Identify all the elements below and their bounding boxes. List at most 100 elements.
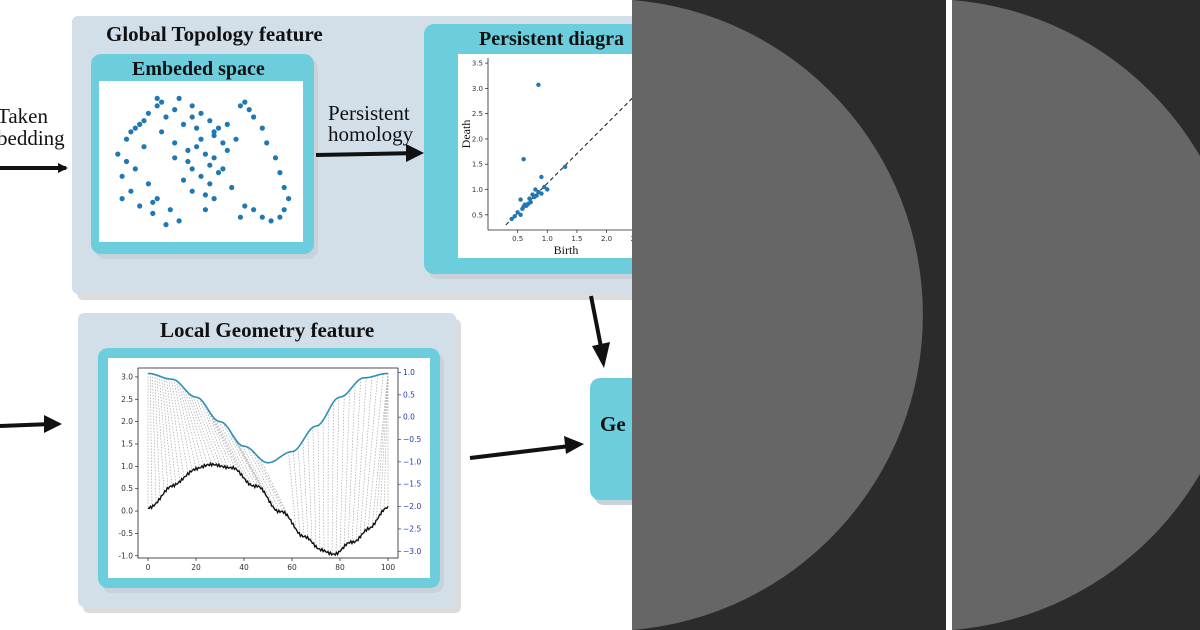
embedded-point xyxy=(150,199,156,205)
lg-connector xyxy=(363,375,378,532)
lg-left-tick-label: 3.0 xyxy=(121,372,133,381)
embedded-point xyxy=(141,144,147,150)
embedded-point xyxy=(207,162,213,168)
arrow-local-to-output xyxy=(469,444,571,460)
lg-right-tick-label: −2.5 xyxy=(403,524,421,533)
embedded-point xyxy=(215,170,222,176)
pd-point xyxy=(512,214,517,219)
lg-connector xyxy=(175,380,197,469)
pd-point xyxy=(527,196,532,201)
pd-point xyxy=(542,184,547,190)
lg-left-tick-label: -0.5 xyxy=(118,529,133,538)
arrow-input-to-local xyxy=(0,422,53,428)
pd-y-tick-label: 1.5 xyxy=(472,161,483,169)
embedded-point xyxy=(198,136,204,142)
lg-connector xyxy=(355,377,367,541)
local-geometry-title: Local Geometry feature xyxy=(160,318,375,342)
lg-x-tick-label: 80 xyxy=(335,563,345,572)
embedded-point xyxy=(176,95,182,101)
taken-embedding-label-2: bedding xyxy=(0,126,65,150)
lg-connector xyxy=(163,377,177,486)
lg-connector xyxy=(379,373,389,515)
embedded-point xyxy=(189,114,195,120)
lg-left-tick-label: 2.0 xyxy=(121,417,133,426)
pd-y-tick-label: 3.0 xyxy=(472,85,483,93)
embedded-point xyxy=(268,218,274,224)
embedded-point xyxy=(286,196,292,202)
embedded-point xyxy=(119,196,125,202)
embedded-point xyxy=(189,103,195,109)
embedded-point xyxy=(154,95,160,101)
embedded-space-plot xyxy=(99,81,303,242)
embedded-point xyxy=(123,158,130,165)
embedded-point xyxy=(211,155,217,161)
lg-connector xyxy=(297,447,305,536)
pd-y-label: Death xyxy=(459,120,473,149)
pd-point xyxy=(521,157,526,162)
lg-connector xyxy=(181,385,205,468)
lg-connector xyxy=(208,410,241,474)
pd-x-tick-label: 1.0 xyxy=(542,235,553,243)
lg-left-tick-label: 1.0 xyxy=(121,462,133,471)
persistent-diagram-title: Persistent diagra xyxy=(479,28,624,50)
lg-frame xyxy=(137,367,399,559)
embedded-point xyxy=(154,196,160,202)
embedded-point xyxy=(233,136,239,142)
lg-connector xyxy=(211,415,245,478)
persistent-homology-label-2: homology xyxy=(328,122,414,146)
pd-point xyxy=(545,187,550,192)
lg-connector xyxy=(359,376,373,537)
pd-point xyxy=(518,197,523,202)
embedded-point xyxy=(220,140,226,146)
lg-connector xyxy=(375,373,389,523)
lg-connector xyxy=(149,373,153,508)
embedded-point xyxy=(251,114,257,120)
output-box-title: Ge xyxy=(600,412,626,436)
lg-right-tick-label: −1.5 xyxy=(403,480,421,489)
embedded-point xyxy=(224,147,230,153)
lg-connector xyxy=(331,401,334,554)
embedded-point xyxy=(141,118,147,124)
embedded-point xyxy=(154,103,160,109)
arrowhead-persistent-to-output xyxy=(592,342,610,368)
persistent-diagram-box: Persistent diagra 0.5 1.0 1.5 2.0 2.5 3.0 3.5 0… xyxy=(424,24,664,274)
embedded-point xyxy=(272,155,279,161)
pd-point xyxy=(539,174,544,180)
embedded-point xyxy=(159,99,165,105)
lg-connector xyxy=(339,395,345,552)
persistent-diagram-plot: 0.51.01.52.02.53.03.50.51.01.52.02.5Birt… xyxy=(458,54,658,258)
embedded-point xyxy=(237,103,243,109)
lg-connector xyxy=(159,375,169,488)
embedded-point xyxy=(119,173,125,179)
embedded-point xyxy=(150,210,156,216)
pd-y-tick-label: 0.5 xyxy=(472,211,483,219)
embedded-point xyxy=(211,129,217,135)
embedded-point xyxy=(180,177,187,183)
embedded-point xyxy=(220,166,226,172)
lg-connector xyxy=(288,452,297,530)
embedded-point xyxy=(202,192,208,198)
pd-y-tick-label: 2.5 xyxy=(472,110,483,118)
left-half-disc xyxy=(632,0,923,630)
embedded-point xyxy=(198,173,204,179)
lg-right-tick-label: 0.0 xyxy=(403,413,415,422)
lg-connector xyxy=(335,397,340,554)
embedded-point xyxy=(123,136,130,142)
pd-point xyxy=(509,216,514,222)
lg-left-tick-label: -1.0 xyxy=(118,551,133,560)
lg-connector xyxy=(170,379,189,474)
embedded-point xyxy=(159,129,165,135)
lg-x-tick-label: 0 xyxy=(146,563,151,572)
embedded-point xyxy=(259,125,265,131)
pd-point xyxy=(533,187,538,192)
embedded-space-title: Embeded space xyxy=(132,58,265,80)
embedded-point xyxy=(176,218,182,224)
embedded-point xyxy=(137,203,143,209)
embedded-point xyxy=(207,118,213,124)
embedded-point xyxy=(202,207,208,213)
embedded-point xyxy=(215,125,222,131)
arrowhead-input-to-local xyxy=(44,415,62,433)
embedded-point xyxy=(180,121,187,127)
embedded-point xyxy=(137,121,143,127)
lg-connector xyxy=(367,373,384,530)
